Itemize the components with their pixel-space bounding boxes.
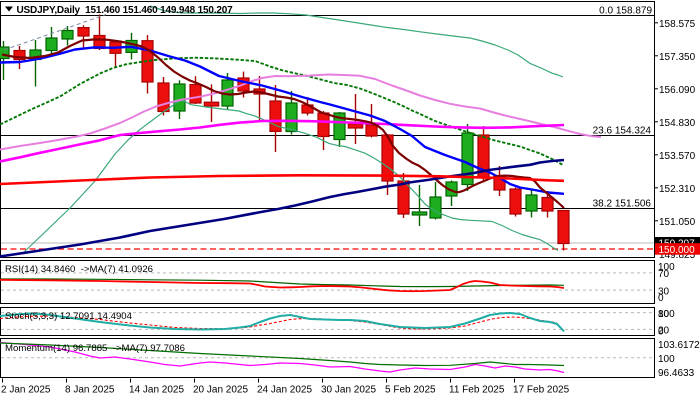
svg-text:158.575: 158.575 (659, 19, 696, 30)
svg-text:0: 0 (658, 327, 664, 338)
svg-text:152.310: 152.310 (659, 184, 696, 195)
svg-text:150.000: 150.000 (659, 245, 696, 256)
svg-text:Momentum(14) 96.7885 ->MA(7): Momentum(14) 96.7885 ->MA(7) 97.7086 (5, 343, 185, 354)
svg-text:8 Jan 2025: 8 Jan 2025 (65, 385, 115, 396)
svg-text:20: 20 (658, 326, 670, 337)
svg-text:103.6172: 103.6172 (658, 340, 700, 351)
svg-text:30: 30 (658, 286, 670, 297)
svg-text:70: 70 (658, 269, 670, 280)
svg-text:14 Jan 2025: 14 Jan 2025 (129, 385, 184, 396)
svg-text:20 Jan 2025: 20 Jan 2025 (193, 385, 248, 396)
svg-text:17 Feb 2025: 17 Feb 2025 (513, 385, 570, 396)
svg-text:USDJPY,Daily 151.460 151.460: USDJPY,Daily 151.460 151.460 149.948 150… (17, 5, 234, 16)
svg-text:80: 80 (658, 309, 670, 320)
svg-text:38.2 151.506: 38.2 151.506 (593, 199, 652, 210)
svg-text:Stoch(5,3,3) 12.7091 14.4904: Stoch(5,3,3) 12.7091 14.4904 (5, 311, 133, 322)
svg-text:100: 100 (658, 309, 675, 320)
svg-text:23.6 154.324: 23.6 154.324 (593, 126, 652, 137)
svg-text:156.090: 156.090 (659, 85, 696, 96)
svg-text:157.350: 157.350 (659, 52, 696, 63)
svg-text:24 Jan 2025: 24 Jan 2025 (257, 385, 312, 396)
svg-text:5 Feb 2025: 5 Feb 2025 (385, 385, 436, 396)
svg-text:0.0 158.879: 0.0 158.879 (599, 6, 652, 17)
svg-text:11 Feb 2025: 11 Feb 2025 (449, 385, 505, 396)
svg-text:2 Jan 2025: 2 Jan 2025 (1, 385, 51, 396)
svg-text:RSI(14) 34.8460 ->MA(7) 41.09: RSI(14) 34.8460 ->MA(7) 41.0926 (5, 264, 153, 275)
svg-text:153.570: 153.570 (659, 151, 696, 162)
svg-text:149.825: 149.825 (659, 250, 696, 261)
svg-text:100: 100 (658, 262, 675, 273)
svg-text:151.050: 151.050 (659, 217, 696, 228)
svg-text:96.4633: 96.4633 (658, 368, 695, 379)
svg-text:30 Jan 2025: 30 Jan 2025 (321, 385, 376, 396)
svg-text:0: 0 (658, 293, 664, 304)
svg-text:100: 100 (658, 354, 675, 365)
svg-text:154.830: 154.830 (659, 118, 696, 129)
